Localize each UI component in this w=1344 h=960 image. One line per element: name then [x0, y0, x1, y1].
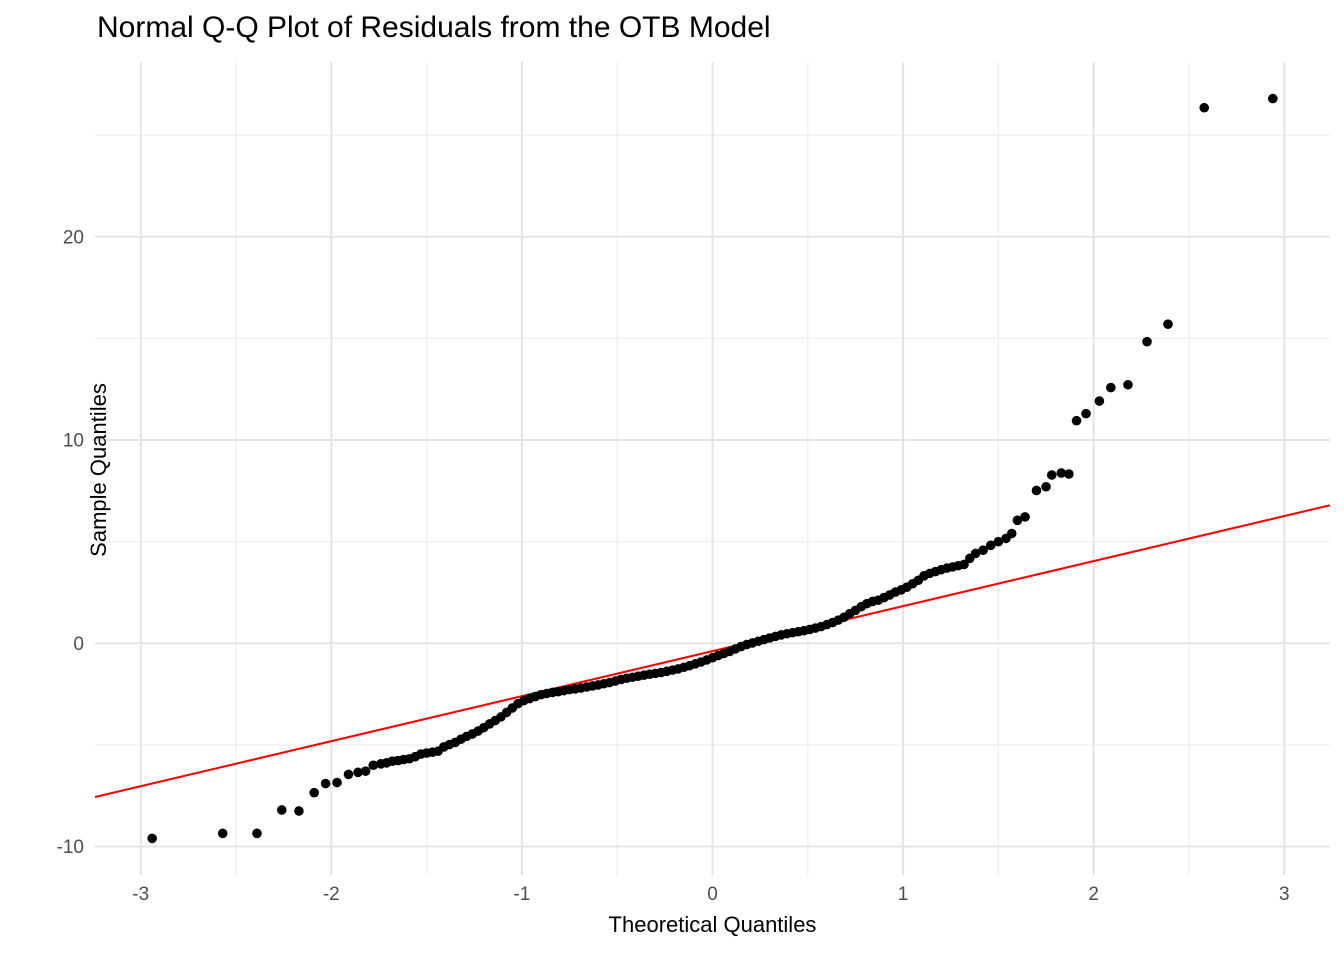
- qq-point: [1056, 468, 1067, 478]
- qq-reference-line: [94, 504, 1331, 798]
- qq-point: [217, 828, 228, 839]
- qq-point: [368, 760, 379, 771]
- qq-point: [1071, 415, 1082, 426]
- qq-point: [343, 769, 354, 780]
- qq-point: [1046, 470, 1057, 480]
- qq-point: [1123, 379, 1133, 390]
- x-tick-label: 0: [707, 884, 718, 905]
- x-tick-label: -3: [132, 884, 149, 905]
- qq-point: [1031, 485, 1042, 496]
- qq-point: [1094, 396, 1105, 406]
- qq-point: [1081, 408, 1091, 419]
- qq-point: [959, 559, 969, 570]
- qq-point: [320, 778, 331, 789]
- x-tick-label: 3: [1279, 884, 1290, 905]
- qq-point: [970, 548, 981, 559]
- qq-point: [332, 777, 342, 788]
- qq-point: [1199, 102, 1210, 113]
- qq-point: [1064, 469, 1074, 479]
- qq-point: [147, 833, 157, 844]
- qq-point: [353, 767, 363, 778]
- x-tick-label: -2: [323, 884, 340, 905]
- x-axis-title: Theoretical Quantiles: [608, 912, 817, 937]
- qq-point: [360, 766, 371, 776]
- qq-point: [252, 828, 262, 839]
- qq-point: [993, 536, 1004, 547]
- qq-point: [1012, 515, 1023, 526]
- x-tick-label: 2: [1088, 884, 1099, 905]
- y-tick-labels: -10 0 10 20: [57, 227, 84, 858]
- qq-point: [1268, 93, 1278, 104]
- qq-point: [1020, 512, 1030, 522]
- qq-point: [978, 545, 988, 556]
- grid-major-lines: [95, 62, 1330, 875]
- qq-reference-line-group: [94, 504, 1331, 798]
- qq-point: [1006, 528, 1017, 539]
- x-tick-label: -1: [513, 884, 530, 905]
- qq-points-group: [147, 93, 1278, 844]
- y-tick-label: 10: [63, 431, 84, 452]
- x-tick-labels: -3 -2 -1 0 1 2 3: [132, 884, 1289, 905]
- plot-title: Normal Q-Q Plot of Residuals from the OT…: [97, 11, 771, 44]
- y-tick-label: -10: [57, 837, 84, 858]
- qq-point: [1041, 481, 1051, 492]
- x-tick-label: 1: [898, 884, 909, 905]
- qq-point: [294, 806, 304, 816]
- qq-point: [1106, 382, 1116, 393]
- y-tick-label: 20: [63, 227, 84, 248]
- y-tick-label: 0: [73, 634, 84, 655]
- qq-point: [1163, 319, 1173, 329]
- qq-point: [309, 787, 319, 798]
- qq-point: [985, 540, 996, 551]
- qq-point: [276, 805, 287, 815]
- y-axis-title: Sample Quantiles: [85, 383, 111, 557]
- qq-point: [1142, 336, 1152, 347]
